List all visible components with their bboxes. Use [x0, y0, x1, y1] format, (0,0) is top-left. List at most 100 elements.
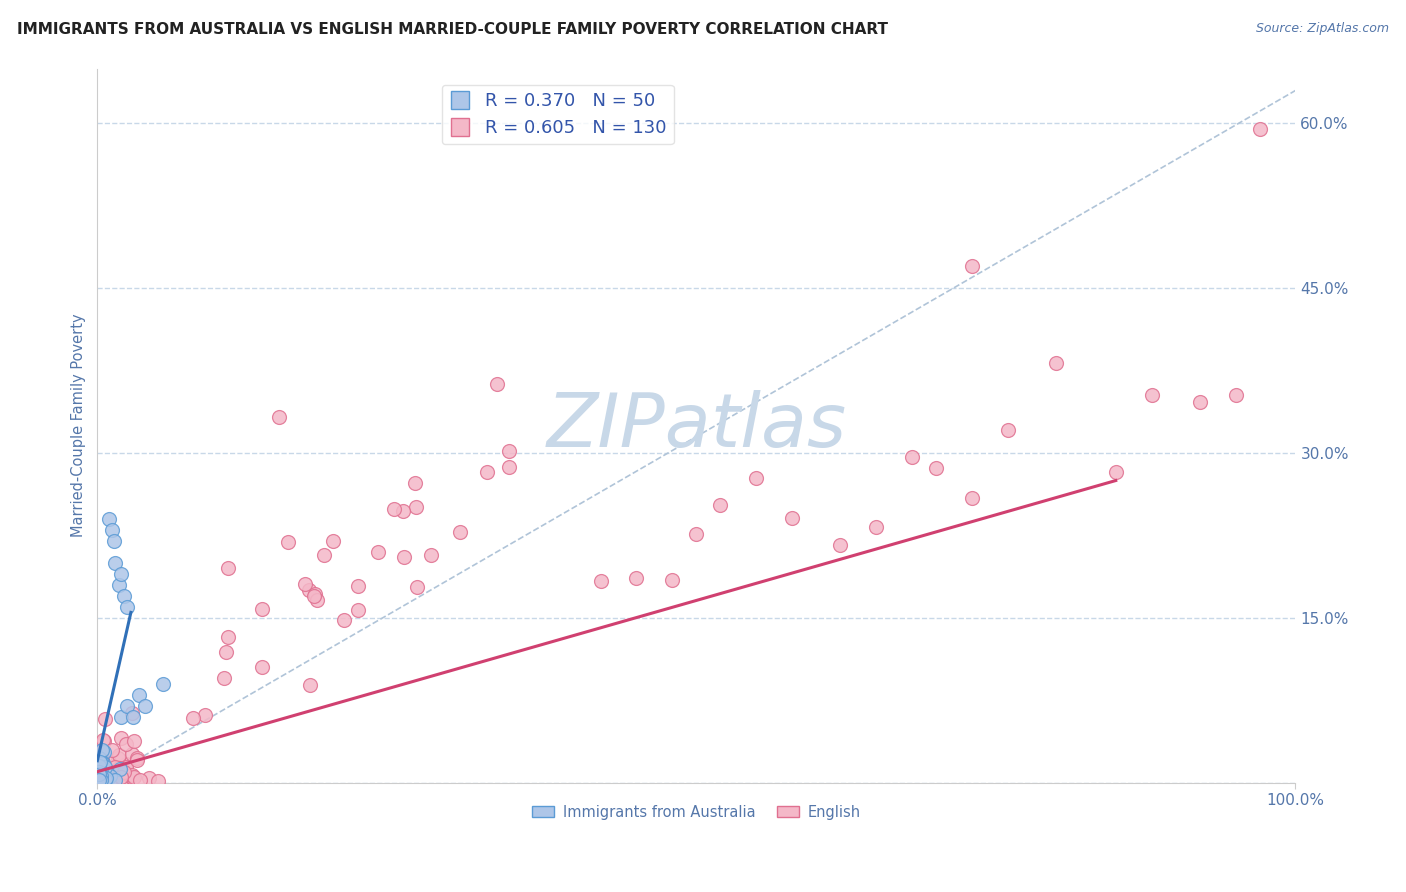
Point — [94, 767, 117, 781]
Point — [93, 734, 115, 748]
Point — [90, 772, 112, 787]
Point — [661, 574, 683, 588]
Point — [91, 761, 114, 775]
Point — [1105, 465, 1128, 479]
Point — [589, 574, 612, 588]
Point — [101, 771, 124, 785]
Point — [87, 769, 110, 783]
Point — [122, 734, 145, 748]
Point — [298, 678, 321, 692]
Point — [307, 593, 329, 607]
Y-axis label: Married-Couple Family Poverty: Married-Couple Family Poverty — [72, 314, 86, 537]
Point — [97, 772, 120, 786]
Point — [90, 764, 112, 779]
Point — [115, 760, 138, 774]
Point — [322, 534, 344, 549]
Point — [405, 500, 427, 515]
Point — [87, 745, 110, 759]
Point — [685, 527, 707, 541]
Point — [1188, 394, 1211, 409]
Point — [709, 499, 731, 513]
Point — [87, 759, 110, 773]
Point — [107, 751, 129, 765]
Point — [101, 764, 124, 779]
Point — [91, 771, 114, 785]
Point — [90, 773, 112, 788]
Point — [103, 533, 125, 548]
Point — [314, 548, 336, 562]
Point — [104, 773, 127, 788]
Point — [90, 753, 112, 767]
Point — [87, 772, 110, 786]
Point — [94, 771, 117, 785]
Legend: Immigrants from Australia, English: Immigrants from Australia, English — [526, 798, 866, 825]
Point — [100, 772, 122, 786]
Point — [252, 602, 274, 616]
Point — [250, 660, 273, 674]
Point — [404, 476, 426, 491]
Point — [111, 772, 134, 787]
Point — [121, 768, 143, 782]
Text: ZIPatlas: ZIPatlas — [547, 390, 846, 461]
Point — [89, 769, 111, 783]
Point — [90, 773, 112, 788]
Point — [152, 677, 174, 691]
Point — [89, 770, 111, 784]
Point — [1225, 388, 1247, 402]
Point — [110, 710, 132, 724]
Point — [960, 260, 983, 274]
Point — [87, 773, 110, 788]
Point — [122, 770, 145, 784]
Point — [90, 769, 112, 783]
Point — [87, 771, 110, 785]
Point — [90, 752, 112, 766]
Point — [128, 688, 150, 702]
Point — [96, 772, 118, 786]
Point — [121, 706, 143, 720]
Point — [90, 754, 112, 768]
Point — [367, 545, 389, 559]
Point — [87, 766, 110, 780]
Point — [997, 423, 1019, 437]
Point — [108, 761, 131, 775]
Point — [101, 743, 124, 757]
Point — [100, 772, 122, 787]
Point — [108, 761, 131, 775]
Point — [394, 550, 416, 565]
Point — [302, 589, 325, 603]
Point — [449, 525, 471, 540]
Point — [117, 599, 139, 614]
Point — [181, 711, 204, 725]
Point — [475, 465, 498, 479]
Point — [104, 556, 127, 570]
Point — [122, 772, 145, 786]
Point — [87, 767, 110, 781]
Point — [148, 774, 170, 789]
Point — [298, 582, 321, 597]
Point — [117, 698, 139, 713]
Point — [93, 774, 115, 789]
Point — [830, 538, 852, 552]
Point — [745, 471, 768, 485]
Point — [108, 747, 131, 762]
Point — [93, 745, 115, 759]
Point — [108, 578, 131, 592]
Point — [89, 772, 111, 786]
Point — [89, 773, 111, 788]
Text: IMMIGRANTS FROM AUSTRALIA VS ENGLISH MARRIED-COUPLE FAMILY POVERTY CORRELATION C: IMMIGRANTS FROM AUSTRALIA VS ENGLISH MAR… — [17, 22, 887, 37]
Point — [217, 631, 239, 645]
Point — [112, 589, 135, 603]
Point — [127, 751, 149, 765]
Point — [865, 519, 887, 533]
Point — [90, 769, 112, 783]
Point — [110, 566, 132, 581]
Point — [346, 579, 368, 593]
Point — [419, 548, 441, 562]
Point — [87, 773, 110, 788]
Point — [96, 767, 118, 781]
Point — [114, 738, 136, 752]
Point — [925, 461, 948, 475]
Point — [91, 733, 114, 747]
Point — [87, 772, 110, 787]
Point — [105, 770, 128, 784]
